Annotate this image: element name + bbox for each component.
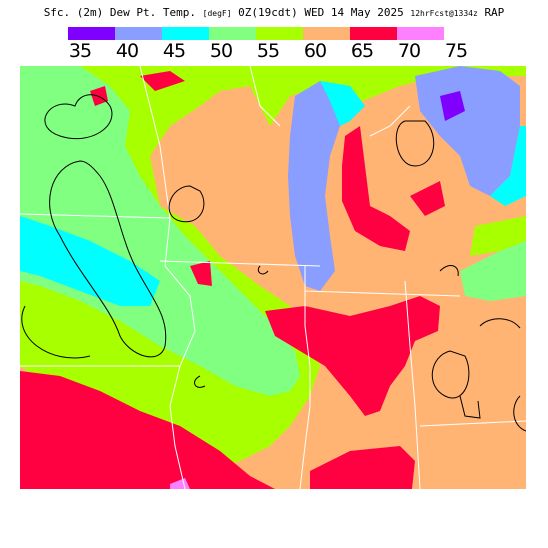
- dewpoint-map: [20, 66, 526, 489]
- legend-tick-label: 60: [303, 40, 327, 62]
- region-dp-65-central: [265, 296, 440, 416]
- legend-tick-label: 55: [256, 40, 280, 62]
- region-dp-65-michigan: [342, 126, 410, 251]
- region-dp-35: [440, 91, 465, 121]
- state-boundaries: [20, 66, 526, 489]
- legend-swatch-2: [162, 27, 209, 40]
- lake-michigan-dp-40: [288, 81, 365, 291]
- legend-tick-label: 65: [350, 40, 374, 62]
- legend-tick-label: 75: [444, 40, 468, 62]
- legend-tick-label: 70: [397, 40, 421, 62]
- legend-tick-label: 50: [209, 40, 233, 62]
- dewpoint-contours: [21, 94, 526, 432]
- title-model: RAP: [484, 6, 505, 19]
- map-canvas: [20, 66, 526, 489]
- region-dp-65-small-4: [140, 71, 185, 91]
- legend-tick-label: 40: [115, 40, 139, 62]
- legend-tick-label: 45: [162, 40, 186, 62]
- region-dp-70: [170, 478, 190, 489]
- lake-erie-dp-50: [460, 241, 526, 301]
- title-units: [degF]: [202, 9, 232, 18]
- region-dp-65-southwest: [20, 371, 275, 489]
- region-dp-55-east: [470, 216, 526, 256]
- legend-swatch-5: [303, 27, 350, 40]
- region-dp-50: [20, 66, 300, 396]
- legend-swatch-1: [115, 27, 162, 40]
- title-main: Sfc. (2m) Dew Pt. Temp.: [43, 6, 197, 19]
- legend-swatch-0: [68, 27, 115, 40]
- color-legend: [68, 27, 444, 41]
- region-dp-45: [20, 216, 160, 306]
- legend-swatch-6: [350, 27, 397, 40]
- lake-huron-edge-dp-45: [490, 126, 526, 206]
- legend-swatch-3: [209, 27, 256, 40]
- title-forecast: 12hrFcst@1334z: [410, 9, 478, 18]
- legend-tick-label: 35: [68, 40, 92, 62]
- title-valid-time: 0Z(19cdt) WED 14 May 2025: [238, 6, 404, 19]
- legend-tick-labels: 35 40 45 50 55 60 65 70 75: [0, 40, 548, 64]
- region-dp-65-southeast: [310, 446, 415, 489]
- chart-title: Sfc. (2m) Dew Pt. Temp. [degF] 0Z(19cdt)…: [0, 6, 548, 19]
- region-dp-65-small-1: [410, 181, 445, 216]
- legend-swatch-4: [256, 27, 303, 40]
- lake-michigan-edge-dp-45: [320, 81, 365, 126]
- legend-swatch-7: [397, 27, 444, 40]
- region-dp-55: [20, 66, 526, 471]
- region-dp-65-small-3: [190, 261, 212, 286]
